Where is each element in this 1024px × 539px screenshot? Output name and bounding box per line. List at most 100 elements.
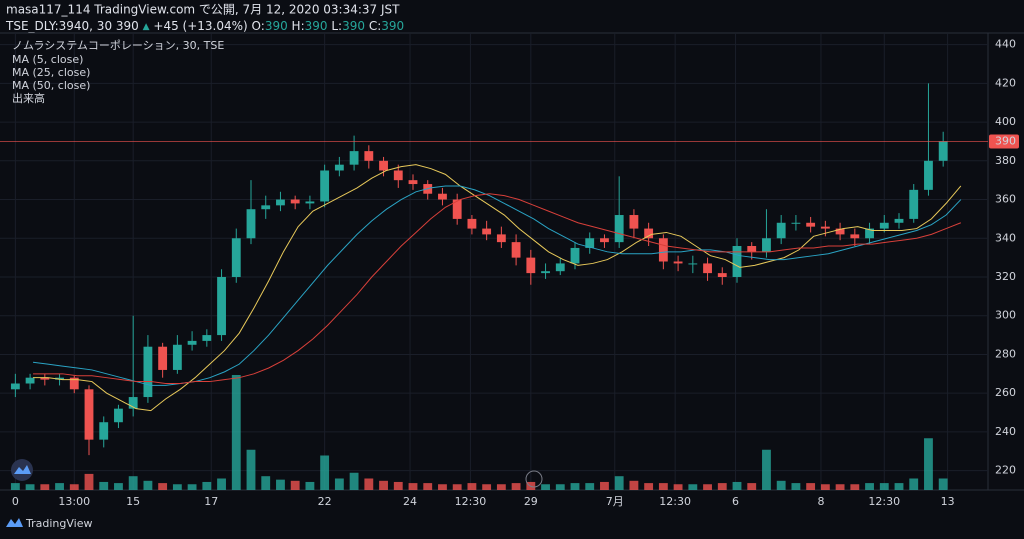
- volume-label: 出来高: [12, 91, 45, 105]
- volume-bar: [217, 478, 226, 490]
- candle-body: [55, 377, 64, 380]
- volume-bar: [143, 480, 153, 490]
- volume-bar: [261, 476, 271, 490]
- volume-bar: [703, 484, 712, 490]
- legend-entry: MA (25, close): [12, 66, 90, 79]
- candle-body: [349, 151, 359, 165]
- plot: [0, 83, 988, 490]
- legend-entry: MA (50, close): [12, 79, 90, 92]
- candle-body: [820, 226, 830, 229]
- candle-body: [924, 160, 933, 190]
- volume-bar: [835, 484, 845, 490]
- candle-body: [614, 215, 624, 243]
- volume-bar: [658, 483, 668, 490]
- candle-body: [673, 261, 683, 264]
- candle-body: [334, 164, 344, 171]
- candle-body: [202, 335, 212, 341]
- symbol: TSE_DLY:3940, 30: [5, 19, 112, 33]
- candle-body: [364, 151, 374, 161]
- candle-body: [172, 344, 182, 370]
- y-tick-label: 400: [995, 115, 1016, 128]
- volume-bar: [276, 479, 285, 490]
- y-tick-label: 280: [995, 347, 1016, 360]
- h-value: 390: [305, 19, 328, 33]
- candle-body: [379, 160, 388, 171]
- price: 390: [116, 19, 139, 33]
- volume-bar: [717, 483, 727, 490]
- y-tick-label: 240: [995, 425, 1016, 438]
- candle-body: [290, 199, 300, 204]
- volume-bar: [99, 481, 109, 490]
- volume-bar: [25, 484, 35, 490]
- y-tick-label: 440: [995, 38, 1016, 51]
- o-value: 390: [265, 19, 288, 33]
- x-tick-label: 12:30: [455, 495, 487, 508]
- volume-bar: [938, 478, 948, 490]
- candle-body: [393, 170, 403, 181]
- dividend-marker[interactable]: [525, 470, 543, 488]
- volume-bar: [614, 476, 624, 490]
- candle-body: [717, 273, 727, 277]
- c-value: 390: [381, 19, 404, 33]
- candle-body: [246, 209, 256, 239]
- x-tick-label: 13: [941, 495, 955, 508]
- volume-bar: [438, 484, 447, 490]
- candle-body: [408, 180, 418, 185]
- volume-bar: [172, 484, 182, 490]
- volume-bar: [290, 480, 300, 490]
- volume-bar: [673, 484, 683, 490]
- volume-bar: [246, 449, 256, 490]
- y-tick-label: 320: [995, 270, 1016, 283]
- candle-body: [791, 222, 801, 224]
- candle-body: [600, 238, 609, 243]
- x-tick-label: 24: [403, 495, 417, 508]
- candle-body: [703, 263, 712, 274]
- arrow: ▲: [143, 22, 150, 32]
- x-tick-label: 12:30: [868, 495, 900, 508]
- volume-bar: [423, 483, 433, 490]
- volume-bar: [879, 483, 889, 490]
- volume-bar: [850, 484, 860, 490]
- candle-body: [25, 377, 35, 384]
- candle-body: [658, 238, 668, 262]
- candle-body: [99, 422, 109, 440]
- x-tick-label: 15: [126, 495, 140, 508]
- volume-bar: [40, 484, 50, 490]
- volume-bar: [69, 484, 79, 490]
- volume-bar: [349, 472, 359, 490]
- volume-bar: [806, 483, 816, 490]
- x-tick-label: 6: [732, 495, 739, 508]
- header-line: TSE_DLY:3940, 30 390 ▲ +45 (+13.04%) O:3…: [5, 19, 404, 33]
- x-tick-label: 7月: [606, 495, 624, 508]
- volume-bar: [909, 478, 919, 490]
- volume-bar: [379, 480, 388, 490]
- last-price-label: 390: [995, 134, 1016, 147]
- volume-bar: [158, 483, 168, 490]
- brand: TradingView: [25, 517, 92, 530]
- candle-body: [541, 271, 550, 274]
- volume-bar: [496, 484, 506, 490]
- candle-body: [158, 346, 168, 370]
- y-tick-label: 380: [995, 154, 1016, 167]
- volume-bar: [114, 483, 123, 490]
- volume-bar: [408, 483, 418, 490]
- candle-body: [496, 234, 506, 243]
- volume-bar: [570, 483, 580, 490]
- candle-body: [732, 246, 742, 277]
- candle-body: [482, 228, 492, 235]
- x-tick-label: 17: [204, 495, 218, 508]
- volume-bar: [644, 483, 654, 490]
- candle-body: [909, 189, 919, 219]
- candle-body: [320, 170, 330, 202]
- y-tick-label: 420: [995, 76, 1016, 89]
- volume-bar: [452, 484, 462, 490]
- volume-bar: [334, 478, 344, 490]
- volume-bar: [541, 484, 550, 490]
- last-price-tag: [989, 134, 1019, 149]
- volume-bar: [776, 480, 786, 490]
- volume-bar: [791, 483, 801, 490]
- volume-bar: [747, 483, 757, 490]
- candle-body: [555, 263, 565, 272]
- candle-body: [776, 222, 786, 239]
